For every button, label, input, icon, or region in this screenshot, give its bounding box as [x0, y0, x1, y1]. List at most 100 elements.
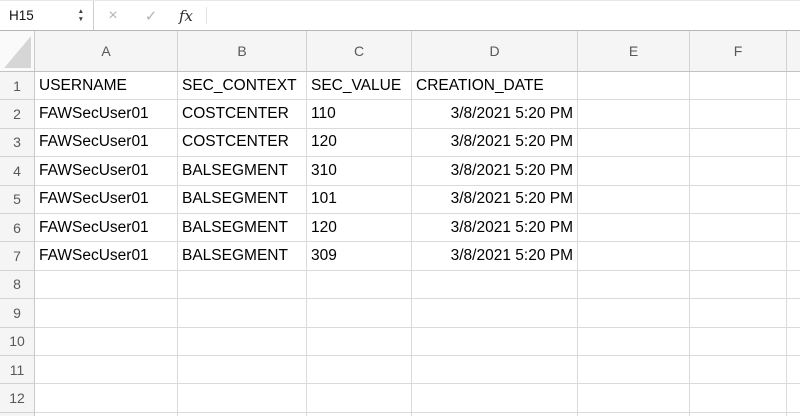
- cell-D6[interactable]: 3/8/2021 5:20 PM: [412, 213, 578, 243]
- cell-A10[interactable]: [35, 327, 178, 356]
- cell-A5[interactable]: FAWSecUser01: [35, 185, 178, 214]
- cell-F2[interactable]: [690, 100, 787, 129]
- cell-E8[interactable]: [578, 270, 690, 300]
- cell-C12[interactable]: [307, 384, 412, 413]
- cell-F11[interactable]: [690, 355, 787, 385]
- cell-F6[interactable]: [690, 213, 787, 243]
- cell-overflow-9[interactable]: [787, 299, 800, 328]
- cell-D5[interactable]: 3/8/2021 5:20 PM: [412, 185, 578, 214]
- row-header-13[interactable]: [0, 412, 35, 416]
- cell-B3[interactable]: COSTCENTER: [178, 128, 307, 158]
- cell-D10[interactable]: [412, 327, 578, 356]
- cell-F7[interactable]: [690, 242, 787, 271]
- cell-overflow-5[interactable]: [787, 185, 800, 214]
- column-header-F[interactable]: F: [690, 31, 787, 71]
- cell-C2[interactable]: 110: [307, 100, 412, 129]
- cell-E9[interactable]: [578, 299, 690, 328]
- cell-C6[interactable]: 120: [307, 213, 412, 243]
- cell-overflow-8[interactable]: [787, 270, 800, 300]
- name-box-stepper[interactable]: ▲ ▼: [78, 8, 84, 23]
- cell-F12[interactable]: [690, 384, 787, 413]
- cell-A6[interactable]: FAWSecUser01: [35, 213, 178, 243]
- stepper-up-icon[interactable]: ▲: [77, 8, 84, 16]
- select-all-corner[interactable]: [0, 31, 35, 71]
- cell-overflow-13[interactable]: [787, 412, 800, 416]
- cell-E3[interactable]: [578, 128, 690, 158]
- cell-overflow-12[interactable]: [787, 384, 800, 413]
- cell-C3[interactable]: 120: [307, 128, 412, 158]
- row-header-4[interactable]: 4: [0, 157, 35, 186]
- function-icon[interactable]: fx: [178, 6, 193, 25]
- cell-A3[interactable]: FAWSecUser01: [35, 128, 178, 158]
- cell-overflow-3[interactable]: [787, 128, 800, 158]
- cell-A7[interactable]: FAWSecUser01: [35, 242, 178, 271]
- cell-C7[interactable]: 309: [307, 242, 412, 271]
- row-header-5[interactable]: 5: [0, 185, 35, 214]
- cell-F4[interactable]: [690, 157, 787, 186]
- row-header-1[interactable]: 1: [0, 72, 35, 101]
- cell-E10[interactable]: [578, 327, 690, 356]
- cell-C8[interactable]: [307, 270, 412, 300]
- cell-F13[interactable]: [690, 412, 787, 416]
- cell-D1[interactable]: CREATION_DATE: [412, 72, 578, 101]
- cell-D9[interactable]: [412, 299, 578, 328]
- cell-F5[interactable]: [690, 185, 787, 214]
- cell-overflow-4[interactable]: [787, 157, 800, 186]
- cell-F3[interactable]: [690, 128, 787, 158]
- cell-E4[interactable]: [578, 157, 690, 186]
- row-header-9[interactable]: 9: [0, 299, 35, 328]
- cell-A13[interactable]: [35, 412, 178, 416]
- cell-E5[interactable]: [578, 185, 690, 214]
- cell-A11[interactable]: [35, 355, 178, 385]
- cell-A1[interactable]: USERNAME: [35, 72, 178, 101]
- cell-D8[interactable]: [412, 270, 578, 300]
- column-header-B[interactable]: B: [178, 31, 307, 71]
- cell-D12[interactable]: [412, 384, 578, 413]
- cell-overflow-1[interactable]: [787, 72, 800, 101]
- name-box-value[interactable]: H15: [9, 8, 34, 23]
- cell-D3[interactable]: 3/8/2021 5:20 PM: [412, 128, 578, 158]
- cell-F8[interactable]: [690, 270, 787, 300]
- cell-A9[interactable]: [35, 299, 178, 328]
- cell-E13[interactable]: [578, 412, 690, 416]
- cell-overflow-10[interactable]: [787, 327, 800, 356]
- cell-B4[interactable]: BALSEGMENT: [178, 157, 307, 186]
- accept-icon[interactable]: ✓: [144, 7, 158, 25]
- cell-A2[interactable]: FAWSecUser01: [35, 100, 178, 129]
- cell-D4[interactable]: 3/8/2021 5:20 PM: [412, 157, 578, 186]
- cell-overflow-6[interactable]: [787, 213, 800, 243]
- cell-overflow-2[interactable]: [787, 100, 800, 129]
- cell-C5[interactable]: 101: [307, 185, 412, 214]
- cell-E1[interactable]: [578, 72, 690, 101]
- cell-B6[interactable]: BALSEGMENT: [178, 213, 307, 243]
- column-header-D[interactable]: D: [412, 31, 578, 71]
- row-header-3[interactable]: 3: [0, 128, 35, 158]
- cell-E7[interactable]: [578, 242, 690, 271]
- cell-overflow-7[interactable]: [787, 242, 800, 271]
- cell-C9[interactable]: [307, 299, 412, 328]
- cell-B8[interactable]: [178, 270, 307, 300]
- cell-D2[interactable]: 3/8/2021 5:20 PM: [412, 100, 578, 129]
- stepper-down-icon[interactable]: ▼: [77, 15, 84, 23]
- cell-A4[interactable]: FAWSecUser01: [35, 157, 178, 186]
- cell-C4[interactable]: 310: [307, 157, 412, 186]
- row-header-10[interactable]: 10: [0, 327, 35, 356]
- cell-B11[interactable]: [178, 355, 307, 385]
- cell-C1[interactable]: SEC_VALUE: [307, 72, 412, 101]
- cell-overflow-11[interactable]: [787, 355, 800, 385]
- cell-D7[interactable]: 3/8/2021 5:20 PM: [412, 242, 578, 271]
- cell-E11[interactable]: [578, 355, 690, 385]
- row-header-12[interactable]: 12: [0, 384, 35, 413]
- row-header-11[interactable]: 11: [0, 355, 35, 385]
- formula-input[interactable]: [207, 1, 800, 30]
- cell-B12[interactable]: [178, 384, 307, 413]
- cell-F10[interactable]: [690, 327, 787, 356]
- cell-B5[interactable]: BALSEGMENT: [178, 185, 307, 214]
- cell-B7[interactable]: BALSEGMENT: [178, 242, 307, 271]
- cell-B1[interactable]: SEC_CONTEXT: [178, 72, 307, 101]
- cell-D11[interactable]: [412, 355, 578, 385]
- row-header-6[interactable]: 6: [0, 213, 35, 243]
- row-header-2[interactable]: 2: [0, 100, 35, 129]
- cell-C11[interactable]: [307, 355, 412, 385]
- cell-B13[interactable]: [178, 412, 307, 416]
